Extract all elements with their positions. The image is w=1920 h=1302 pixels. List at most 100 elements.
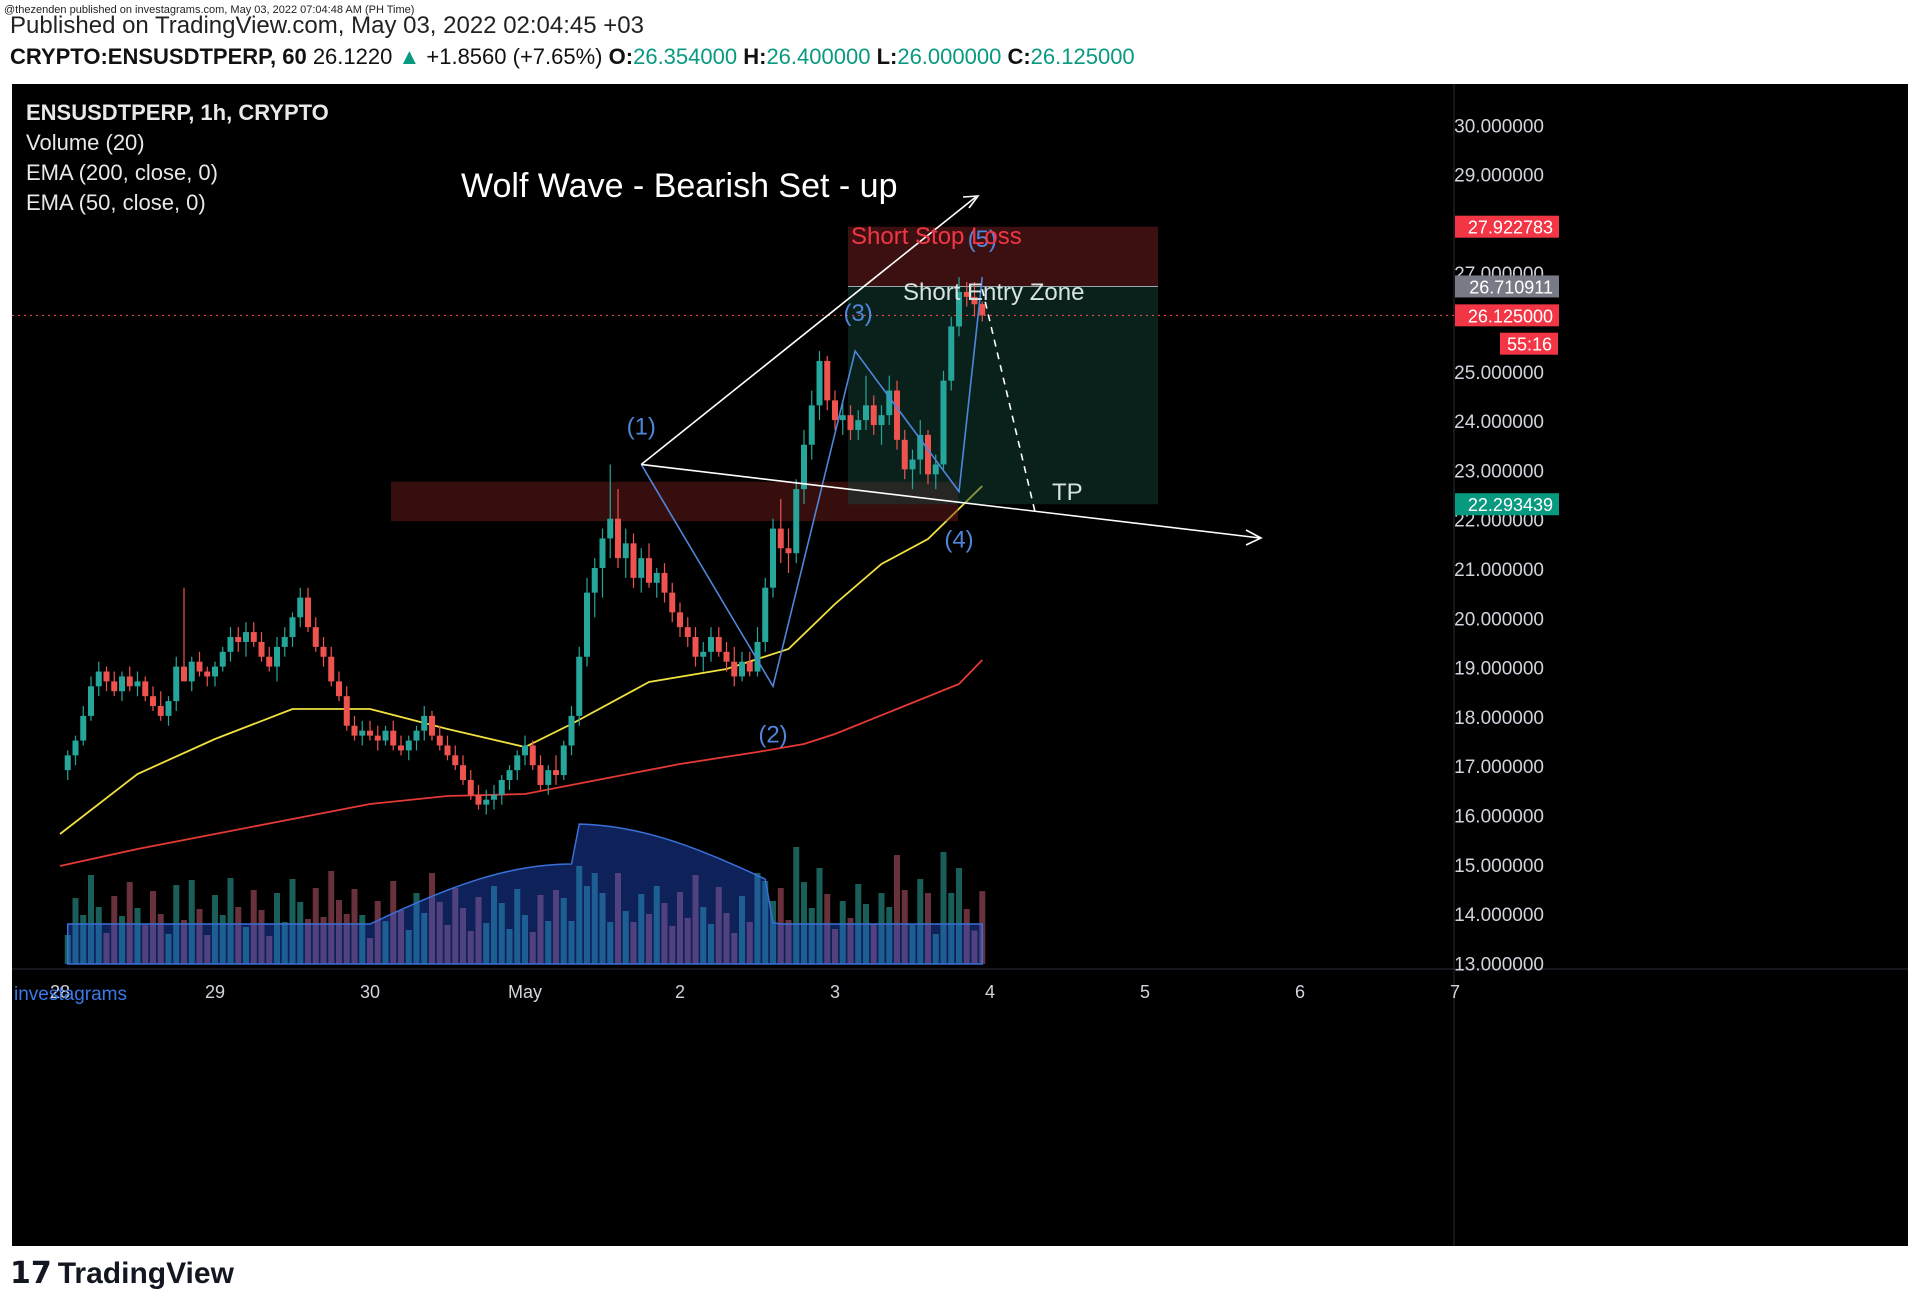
high-value: 26.400000 xyxy=(766,44,871,69)
candle-body xyxy=(359,730,366,736)
legend-ema50[interactable]: EMA (50, close, 0) xyxy=(26,190,206,215)
chart-title-annotation: Wolf Wave - Bearish Set - up xyxy=(461,167,898,205)
x-tick-label: 29 xyxy=(205,982,225,1002)
volume-bar xyxy=(870,924,877,964)
volume-bar xyxy=(638,894,645,964)
legend-volume[interactable]: Volume (20) xyxy=(26,130,145,155)
volume-bar xyxy=(901,890,908,964)
candle-body xyxy=(382,730,389,741)
volume-bar xyxy=(413,893,420,964)
volume-bar xyxy=(266,936,273,964)
candle-body xyxy=(785,548,792,554)
candle-body xyxy=(584,592,590,657)
x-tick-label: 30 xyxy=(360,982,380,1002)
volume-bar xyxy=(723,913,730,964)
y-tick-label: 22.000000 xyxy=(1454,511,1544,532)
candle-body xyxy=(870,405,877,426)
candle-body xyxy=(173,666,180,702)
volume-bar xyxy=(142,925,149,964)
low-label: L: xyxy=(876,44,898,69)
volume-bar xyxy=(405,930,412,964)
candle-body xyxy=(878,415,885,426)
candle-body xyxy=(328,656,335,682)
volume-bar xyxy=(281,922,288,964)
price-chart[interactable]: Wolf Wave - Bearish Set - up (1) (2) (3) (4)… xyxy=(12,84,1908,1246)
tradingview-logo-icon: 𝟭𝟳 xyxy=(10,1257,52,1290)
volume-bar xyxy=(498,903,505,964)
candle-body xyxy=(661,572,668,593)
candle-body xyxy=(235,637,242,642)
volume-bar xyxy=(336,900,342,964)
volume-bar xyxy=(646,914,652,964)
candle-body xyxy=(444,745,451,756)
candle-body xyxy=(429,715,435,736)
volume-bar xyxy=(506,929,513,964)
investagrams-watermark: investagrams xyxy=(14,984,127,1005)
volume-bar xyxy=(661,903,668,964)
y-tick-label: 31.000000 xyxy=(1454,84,1544,88)
y-tick-label: 17.000000 xyxy=(1454,757,1544,778)
candle-body xyxy=(491,794,497,800)
y-tick-label: 15.000000 xyxy=(1454,856,1544,877)
candle-body xyxy=(134,681,141,687)
candle-body xyxy=(979,304,986,316)
volume-bar xyxy=(351,889,358,964)
candle-body xyxy=(777,528,784,549)
volume-bar xyxy=(777,888,784,964)
volume-bar xyxy=(537,895,544,964)
candle-body xyxy=(506,770,513,780)
stop-loss-zone xyxy=(848,226,1158,287)
lower-arrow-icon xyxy=(1245,529,1263,546)
x-tick-label: 5 xyxy=(1140,982,1150,1002)
volume-bar xyxy=(436,902,443,964)
candle-body xyxy=(545,770,552,785)
volume-bar xyxy=(553,890,559,964)
volume-bar xyxy=(452,888,459,964)
candle-body xyxy=(522,745,528,756)
price-axis-badge xyxy=(1455,304,1559,327)
candle-body xyxy=(963,291,970,297)
candle-body xyxy=(646,558,652,583)
last-price: 26.1220 xyxy=(312,44,393,69)
candle-body xyxy=(72,740,79,756)
upper-arrow-icon xyxy=(962,195,980,209)
candle-body xyxy=(770,528,776,588)
legend-ema200[interactable]: EMA (200, close, 0) xyxy=(26,160,218,185)
volume-bar xyxy=(320,917,327,964)
volume-bar xyxy=(297,902,304,964)
volume-bar xyxy=(328,871,335,964)
candle-body xyxy=(956,291,962,327)
volume-bar xyxy=(312,888,319,964)
volume-bar xyxy=(839,901,846,964)
candle-body xyxy=(847,415,854,430)
y-tick-label: 18.000000 xyxy=(1454,708,1544,729)
volume-bar xyxy=(204,935,211,964)
volume-bar xyxy=(956,868,962,964)
candle-body xyxy=(932,464,939,475)
candle-body xyxy=(460,765,466,780)
volume-bar xyxy=(150,891,156,964)
volume-bar xyxy=(591,873,598,964)
volume-bar xyxy=(584,886,590,964)
candle-body xyxy=(746,661,753,672)
wave-path xyxy=(640,277,984,689)
volume-bar xyxy=(886,907,893,964)
candle-body xyxy=(467,779,474,795)
price-axis-badge xyxy=(1455,215,1559,238)
volume-bar xyxy=(367,938,373,964)
candle-body xyxy=(762,587,769,642)
candle-body xyxy=(599,538,606,568)
published-line: Published on TradingView.com, May 03, 20… xyxy=(10,12,644,39)
volume-bar xyxy=(700,907,707,964)
symbol-ohlc-line: CRYPTO:ENSUSDTPERP, 60 26.1220 ▲ +1.8560… xyxy=(10,44,1135,70)
candle-body xyxy=(390,730,397,746)
volume-bar xyxy=(754,873,761,964)
candle-body xyxy=(801,444,807,490)
x-tick-label: May xyxy=(508,982,542,1002)
candle-body xyxy=(925,434,931,475)
candle-body xyxy=(126,676,133,687)
volume-bar xyxy=(522,915,528,964)
candle-body xyxy=(436,735,443,746)
chart-panel[interactable]: Wolf Wave - Bearish Set - up (1) (2) (3) (4)… xyxy=(12,84,1908,1246)
x-tick-label: 3 xyxy=(830,982,840,1002)
